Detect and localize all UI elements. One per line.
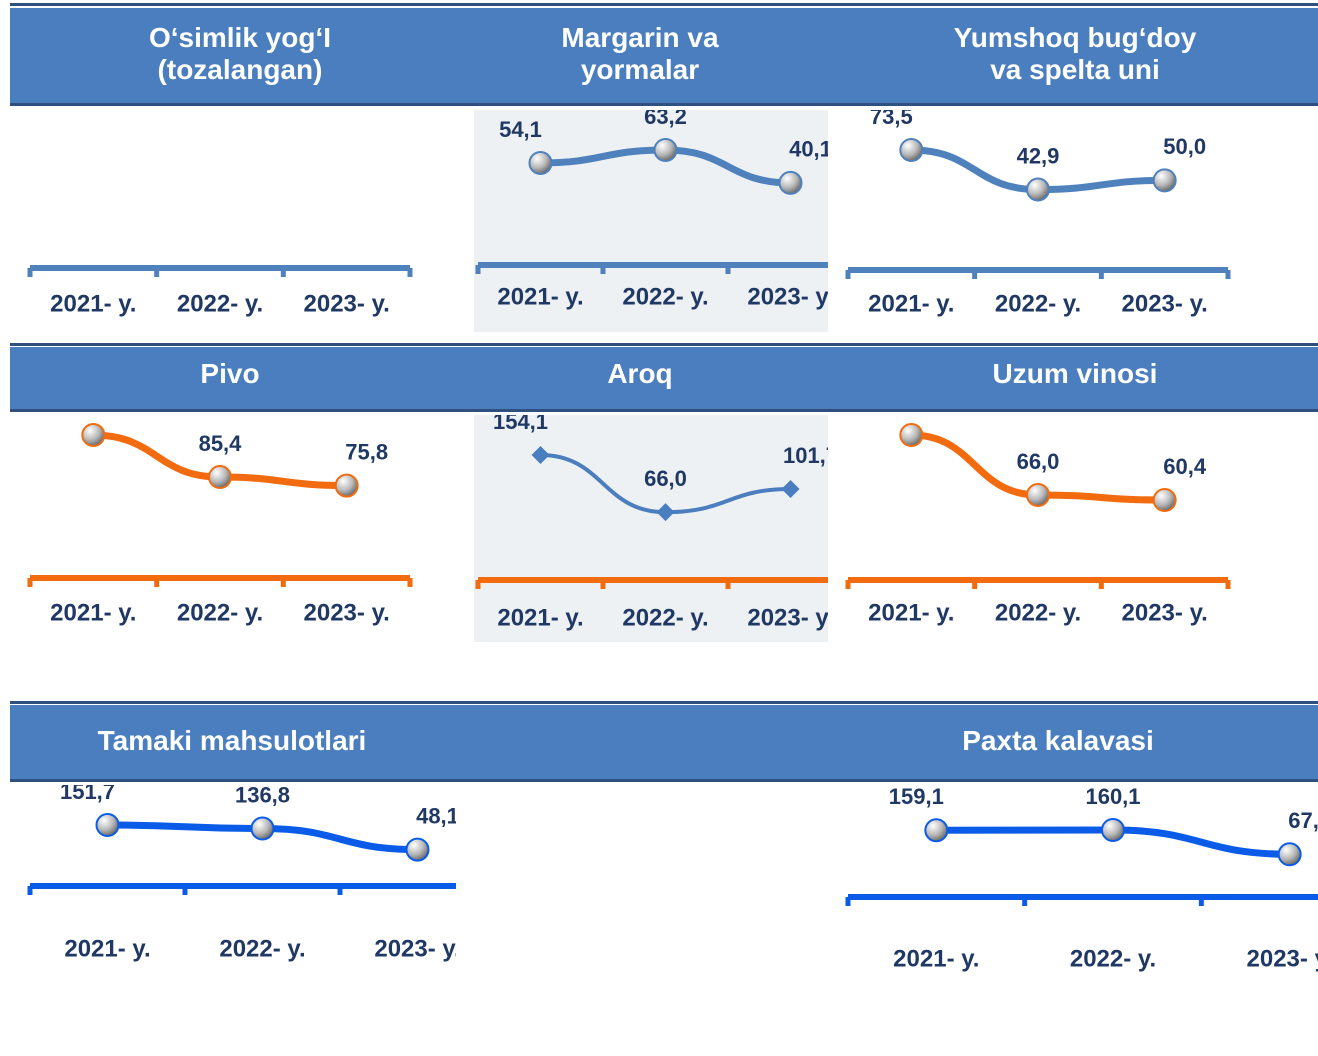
header-bands	[10, 3, 1318, 782]
chart-panel: 2021- y. 2022- y. 2023- y. 54,1 63,2 40,1	[474, 104, 833, 332]
data-label: 85,4	[199, 431, 243, 456]
data-label: 66,0	[1017, 449, 1060, 474]
data-label: 151,7	[60, 779, 115, 804]
data-label: 136,8	[235, 782, 290, 807]
data-point	[528, 150, 553, 175]
data-point	[924, 818, 949, 843]
chart-panel: 2021- y.2022- y.2023- y.132,785,475,8	[27, 423, 413, 626]
chart-title: Margarin va yormalar	[561, 22, 719, 85]
x-tick-label: 2021- y.	[497, 283, 583, 310]
data-label: 154,1	[493, 409, 548, 434]
data-label: 159,1	[889, 784, 944, 809]
title-line: Margarin va	[561, 22, 719, 53]
data-point	[208, 465, 232, 490]
data-point	[899, 138, 924, 162]
chart-panel: 2021- y. 2022- y. 2023- y.	[27, 265, 413, 317]
data-point	[1152, 488, 1177, 513]
data-label: 48,1	[416, 803, 459, 828]
chart-title: Aroq	[607, 358, 672, 389]
x-tick-label: 2023- y.	[1247, 945, 1318, 972]
data-label: 75,8	[345, 439, 388, 464]
x-tick-label: 2022- y.	[622, 604, 708, 631]
data-point	[778, 170, 803, 195]
data-point	[1277, 842, 1302, 867]
x-tick-label: 2023- y.	[304, 290, 390, 317]
data-label: 101,7	[783, 443, 838, 468]
data-label: 63,2	[644, 104, 687, 129]
data-label: 66,0	[644, 466, 687, 491]
x-tick-label: 2021- y.	[868, 290, 954, 317]
data-point	[1152, 168, 1177, 193]
chart-title: Pivo	[200, 358, 259, 389]
x-tick-label: 2021- y.	[64, 935, 150, 962]
data-point	[1101, 818, 1125, 842]
chart-title: Uzum vinosi	[993, 358, 1158, 389]
chart-panel: 2021- y. 2022- y. 2023- y. 73,5 42,9 50,0	[845, 104, 1231, 317]
x-tick-label: 2023- y.	[374, 935, 460, 962]
title-line: Uzum vinosi	[993, 358, 1158, 389]
data-point	[405, 837, 430, 862]
chart-title: Paxta kalavasi	[962, 725, 1154, 756]
data-point	[781, 480, 800, 499]
panel-background	[474, 415, 828, 642]
x-tick-label: 2022- y.	[219, 935, 305, 962]
x-tick-label: 2022- y.	[177, 290, 263, 317]
x-tick-label: 2022- y.	[622, 283, 708, 310]
title-line: Pivo	[200, 358, 259, 389]
x-tick-label: 2022- y.	[995, 599, 1081, 626]
x-tick-label: 2023- y.	[1122, 290, 1208, 317]
x-tick-label: 2022- y.	[1070, 945, 1156, 972]
data-point	[899, 423, 924, 447]
data-point	[334, 473, 359, 498]
x-tick-label: 2021- y.	[50, 290, 136, 317]
title-line: O‘simlik yog‘I	[149, 22, 331, 53]
data-point	[1026, 482, 1050, 507]
title-line: Aroq	[607, 358, 672, 389]
chart-panel: 2021- y. 2022- y. 2023- y. 154,1 66,0 101,7	[474, 409, 838, 642]
title-line: (tozalangan)	[158, 54, 323, 85]
x-tick-label: 2021- y.	[868, 599, 954, 626]
x-tick-label: 2023- y.	[747, 283, 833, 310]
data-point	[95, 813, 120, 837]
x-tick-label: 2021- y.	[497, 604, 583, 631]
x-tick-label: 2022- y.	[177, 599, 263, 626]
title-line: va spelta uni	[990, 54, 1160, 85]
data-label: 50,0	[1163, 134, 1206, 159]
x-tick-label: 2023- y.	[1122, 599, 1208, 626]
chart-title: Tamaki mahsulotlari	[98, 725, 367, 756]
x-tick-label: 2023- y.	[747, 604, 833, 631]
title-line: Yumshoq bug‘doy	[954, 22, 1197, 53]
chart-panel: 2021- y.2022- y.2023- y.131,966,060,4	[845, 423, 1231, 626]
data-label: 73,5	[870, 104, 913, 129]
data-point	[653, 138, 678, 162]
data-label: 54,1	[499, 117, 542, 142]
x-tick-label: 2021- y.	[893, 945, 979, 972]
data-label: 67,6	[1288, 808, 1318, 833]
data-point	[81, 423, 106, 447]
data-point	[1026, 177, 1050, 202]
x-tick-label: 2021- y.	[50, 599, 136, 626]
data-point	[531, 446, 550, 464]
chart-title: O‘simlik yog‘I (tozalangan)	[149, 22, 331, 85]
chart-title: Yumshoq bug‘doy va spelta uni	[954, 22, 1197, 85]
data-point	[656, 503, 675, 522]
data-label: 40,1	[789, 137, 832, 162]
data-label: 42,9	[1017, 143, 1060, 168]
data-label: 60,4	[1163, 454, 1207, 479]
x-tick-label: 2022- y.	[995, 290, 1081, 317]
data-label: 160,1	[1085, 784, 1140, 809]
chart-panel: 2021- y. 2022- y. 2023- y. 159,1 160,1 67,6	[845, 784, 1318, 972]
title-line: Tamaki mahsulotlari	[98, 725, 367, 756]
data-point	[250, 816, 275, 841]
title-line: Paxta kalavasi	[962, 725, 1154, 756]
chart-panel: 2021- y. 2022- y. 2023- y. 151,7 136,8 48,1	[27, 779, 460, 962]
x-tick-label: 2023- y.	[304, 599, 390, 626]
title-line: yormalar	[581, 54, 699, 85]
